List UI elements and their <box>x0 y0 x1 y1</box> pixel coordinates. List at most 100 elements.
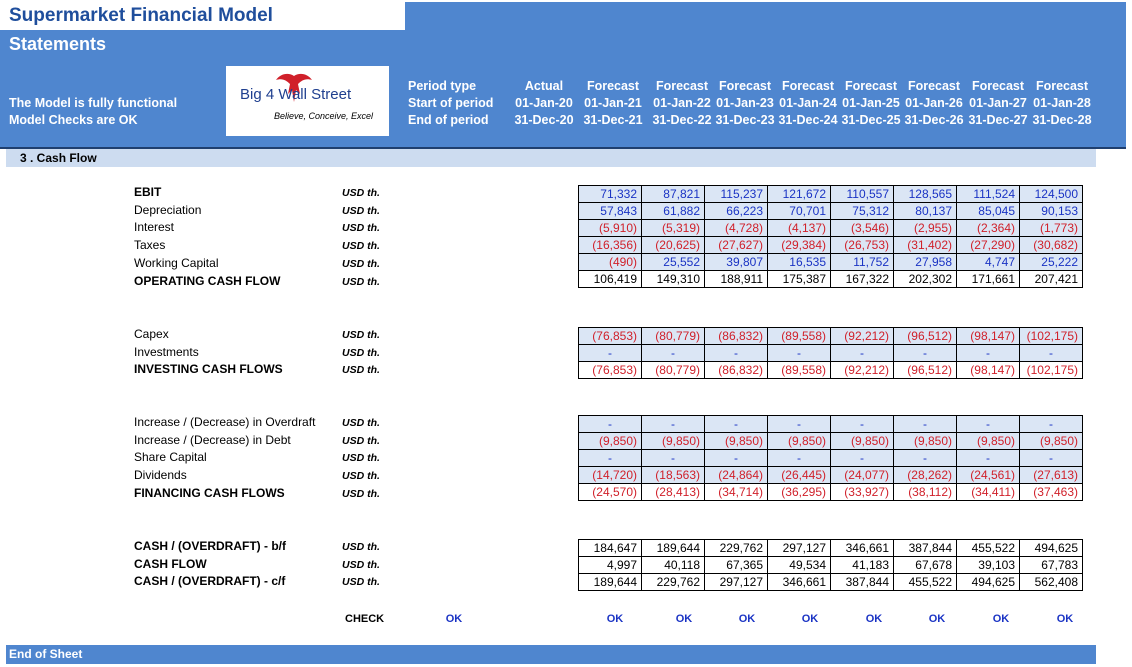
value-cell[interactable]: (9,850) <box>578 432 642 450</box>
value-cell[interactable]: - <box>893 449 957 467</box>
value-cell[interactable]: 455,522 <box>956 539 1020 557</box>
value-cell[interactable]: 75,312 <box>830 202 894 220</box>
value-cell[interactable]: (5,910) <box>578 219 642 237</box>
value-cell[interactable]: (33,927) <box>830 483 894 501</box>
value-cell[interactable]: 297,127 <box>767 539 831 557</box>
value-cell[interactable]: - <box>578 344 642 362</box>
value-cell[interactable]: - <box>578 415 642 433</box>
value-cell[interactable]: - <box>767 415 831 433</box>
value-cell[interactable]: 387,844 <box>893 539 957 557</box>
value-cell[interactable]: 387,844 <box>830 573 894 591</box>
value-cell[interactable]: 124,500 <box>1019 185 1083 203</box>
value-cell[interactable]: (30,682) <box>1019 236 1083 254</box>
value-cell[interactable]: (80,779) <box>641 361 705 379</box>
value-cell[interactable]: (89,558) <box>767 327 831 345</box>
value-cell[interactable]: (98,147) <box>956 327 1020 345</box>
value-cell[interactable]: 297,127 <box>704 573 768 591</box>
value-cell[interactable]: (4,137) <box>767 219 831 237</box>
value-cell[interactable]: 346,661 <box>767 573 831 591</box>
value-cell[interactable]: (24,864) <box>704 466 768 484</box>
value-cell[interactable]: 27,958 <box>893 253 957 271</box>
value-cell[interactable]: (26,445) <box>767 466 831 484</box>
value-cell[interactable]: 562,408 <box>1019 573 1083 591</box>
value-cell[interactable]: 494,625 <box>1019 539 1083 557</box>
value-cell[interactable]: 175,387 <box>767 270 831 288</box>
value-cell[interactable]: - <box>956 344 1020 362</box>
value-cell[interactable]: (28,262) <box>893 466 957 484</box>
value-cell[interactable]: (92,212) <box>830 361 894 379</box>
value-cell[interactable]: - <box>641 415 705 433</box>
value-cell[interactable]: (28,413) <box>641 483 705 501</box>
value-cell[interactable]: 188,911 <box>704 270 768 288</box>
value-cell[interactable]: - <box>767 344 831 362</box>
value-cell[interactable]: (34,714) <box>704 483 768 501</box>
value-cell[interactable]: (38,112) <box>893 483 957 501</box>
value-cell[interactable]: 207,421 <box>1019 270 1083 288</box>
value-cell[interactable]: - <box>830 415 894 433</box>
value-cell[interactable]: 67,783 <box>1019 556 1083 574</box>
value-cell[interactable]: - <box>1019 449 1083 467</box>
value-cell[interactable]: (9,850) <box>956 432 1020 450</box>
value-cell[interactable]: 115,237 <box>704 185 768 203</box>
value-cell[interactable]: 85,045 <box>956 202 1020 220</box>
value-cell[interactable]: (36,295) <box>767 483 831 501</box>
value-cell[interactable]: (76,853) <box>578 361 642 379</box>
value-cell[interactable]: (27,627) <box>704 236 768 254</box>
value-cell[interactable]: 189,644 <box>578 573 642 591</box>
value-cell[interactable]: 111,524 <box>956 185 1020 203</box>
value-cell[interactable]: 16,535 <box>767 253 831 271</box>
value-cell[interactable]: 40,118 <box>641 556 705 574</box>
value-cell[interactable]: - <box>893 415 957 433</box>
value-cell[interactable]: - <box>641 449 705 467</box>
value-cell[interactable]: 67,365 <box>704 556 768 574</box>
value-cell[interactable]: 229,762 <box>641 573 705 591</box>
value-cell[interactable]: (20,625) <box>641 236 705 254</box>
value-cell[interactable]: (4,728) <box>704 219 768 237</box>
value-cell[interactable]: (29,384) <box>767 236 831 254</box>
value-cell[interactable]: - <box>893 344 957 362</box>
value-cell[interactable]: 25,552 <box>641 253 705 271</box>
value-cell[interactable]: 80,137 <box>893 202 957 220</box>
value-cell[interactable]: - <box>767 449 831 467</box>
value-cell[interactable]: - <box>830 344 894 362</box>
value-cell[interactable]: (86,832) <box>704 327 768 345</box>
value-cell[interactable]: 39,807 <box>704 253 768 271</box>
value-cell[interactable]: (96,512) <box>893 327 957 345</box>
value-cell[interactable]: (24,077) <box>830 466 894 484</box>
value-cell[interactable]: (18,563) <box>641 466 705 484</box>
value-cell[interactable]: 110,557 <box>830 185 894 203</box>
value-cell[interactable]: 346,661 <box>830 539 894 557</box>
value-cell[interactable]: - <box>1019 415 1083 433</box>
value-cell[interactable]: (76,853) <box>578 327 642 345</box>
value-cell[interactable]: 171,661 <box>956 270 1020 288</box>
value-cell[interactable]: 87,821 <box>641 185 705 203</box>
value-cell[interactable]: 70,701 <box>767 202 831 220</box>
value-cell[interactable]: 184,647 <box>578 539 642 557</box>
value-cell[interactable]: (37,463) <box>1019 483 1083 501</box>
value-cell[interactable]: (80,779) <box>641 327 705 345</box>
value-cell[interactable]: (3,546) <box>830 219 894 237</box>
value-cell[interactable]: (27,613) <box>1019 466 1083 484</box>
value-cell[interactable]: 39,103 <box>956 556 1020 574</box>
value-cell[interactable]: (27,290) <box>956 236 1020 254</box>
value-cell[interactable]: (102,175) <box>1019 361 1083 379</box>
value-cell[interactable]: 90,153 <box>1019 202 1083 220</box>
value-cell[interactable]: 49,534 <box>767 556 831 574</box>
value-cell[interactable]: - <box>956 415 1020 433</box>
value-cell[interactable]: (9,850) <box>830 432 894 450</box>
value-cell[interactable]: - <box>704 344 768 362</box>
value-cell[interactable]: - <box>830 449 894 467</box>
value-cell[interactable]: 494,625 <box>956 573 1020 591</box>
value-cell[interactable]: (26,753) <box>830 236 894 254</box>
value-cell[interactable]: (2,364) <box>956 219 1020 237</box>
value-cell[interactable]: (14,720) <box>578 466 642 484</box>
value-cell[interactable]: 71,332 <box>578 185 642 203</box>
value-cell[interactable]: - <box>704 449 768 467</box>
value-cell[interactable]: 189,644 <box>641 539 705 557</box>
value-cell[interactable]: 57,843 <box>578 202 642 220</box>
value-cell[interactable]: 455,522 <box>893 573 957 591</box>
value-cell[interactable]: 4,997 <box>578 556 642 574</box>
value-cell[interactable]: (9,850) <box>641 432 705 450</box>
value-cell[interactable]: (24,570) <box>578 483 642 501</box>
value-cell[interactable]: 25,222 <box>1019 253 1083 271</box>
